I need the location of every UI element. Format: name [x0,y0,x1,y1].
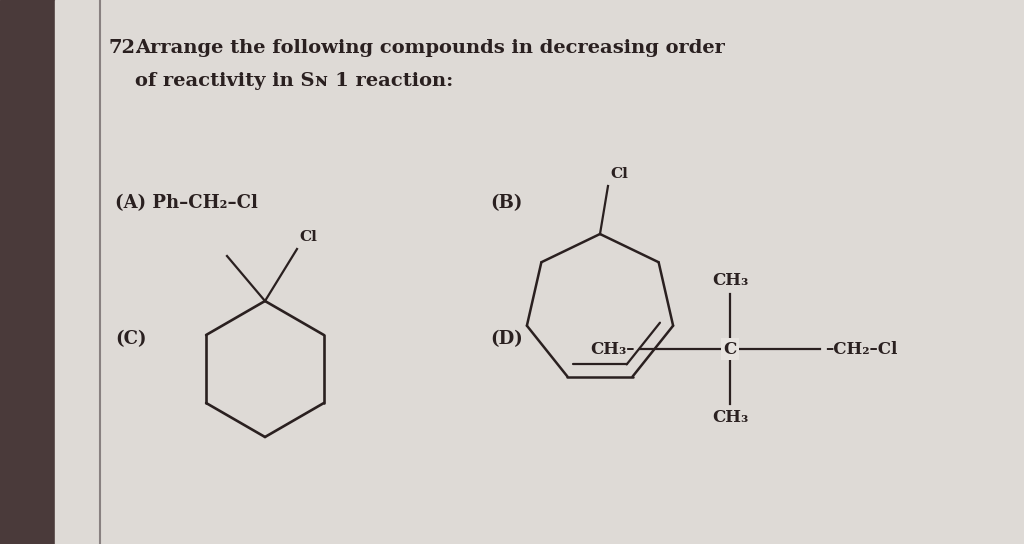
Text: Arrange the following compounds in decreasing order: Arrange the following compounds in decre… [135,39,725,57]
Text: CH₃: CH₃ [712,409,749,426]
Text: (D): (D) [490,330,522,348]
Text: (C): (C) [115,330,146,348]
Text: of reactivity in Sɴ 1 reaction:: of reactivity in Sɴ 1 reaction: [135,72,454,90]
Text: (A) Ph–CH₂–Cl: (A) Ph–CH₂–Cl [115,194,258,212]
Bar [0,0,55,544]
Text: CH₃: CH₃ [712,272,749,289]
Text: CH₃–: CH₃– [591,341,635,357]
Text: Cl: Cl [299,230,316,244]
Text: C: C [723,341,736,357]
Text: 72.: 72. [108,39,142,57]
Text: Cl: Cl [610,167,628,181]
Text: –CH₂–Cl: –CH₂–Cl [825,341,897,357]
Text: (B): (B) [490,194,522,212]
